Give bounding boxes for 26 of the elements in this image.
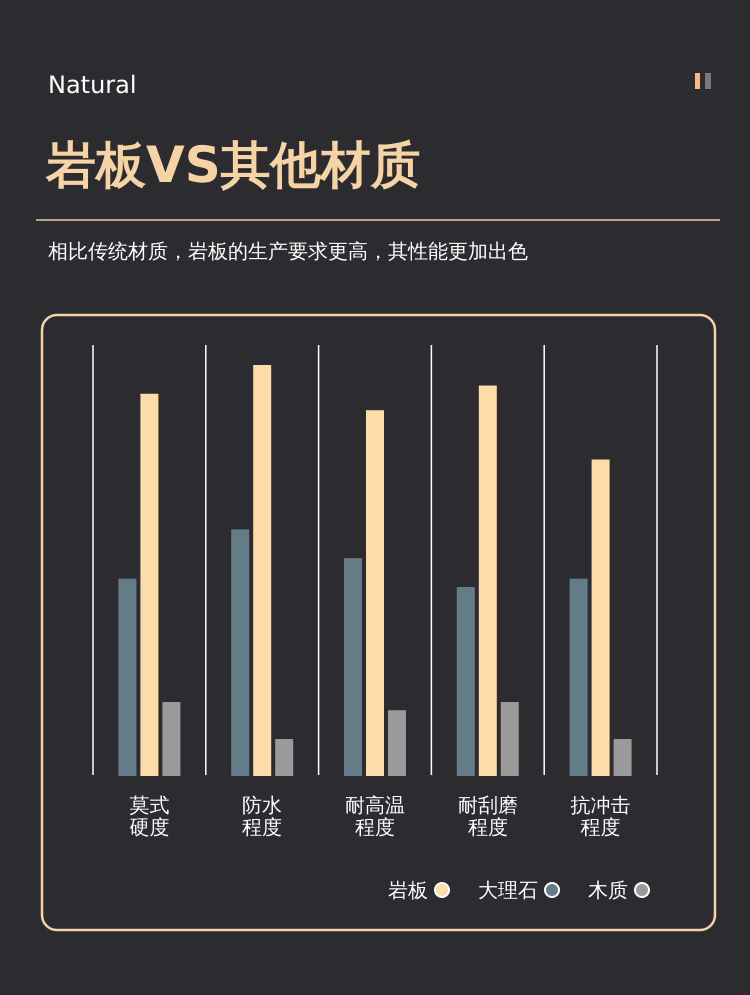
- bar: [388, 710, 406, 776]
- bar: [140, 394, 158, 776]
- bar: [118, 578, 136, 776]
- bar: [478, 386, 497, 776]
- bar: [366, 410, 384, 776]
- legend-label: 大理石: [478, 878, 538, 902]
- bar: [344, 558, 362, 776]
- bar: [253, 365, 272, 776]
- legend-label: 木质: [588, 878, 628, 902]
- x-tick-label: 耐刮磨程度: [458, 793, 518, 839]
- x-tick-label: 抗冲击程度: [570, 793, 631, 839]
- x-tick-label: 防水程度: [242, 793, 282, 839]
- bar: [614, 739, 632, 776]
- chart-title: 岩板VS其他材质: [45, 136, 421, 194]
- bar: [275, 739, 294, 776]
- bar: [592, 460, 610, 776]
- x-tick-label: 耐高温程度: [345, 793, 405, 839]
- bar: [500, 702, 519, 776]
- text: Natural: [48, 71, 137, 99]
- chart-subtitle: 相比传统材质，岩板的生产要求更高，其性能更加出色: [48, 239, 528, 263]
- bar: [570, 578, 588, 776]
- bar: [162, 702, 180, 776]
- legend-label: 岩板: [388, 878, 428, 902]
- x-tick-label: 莫式硬度: [129, 793, 170, 839]
- bar: [456, 586, 475, 776]
- bar: [231, 529, 250, 776]
